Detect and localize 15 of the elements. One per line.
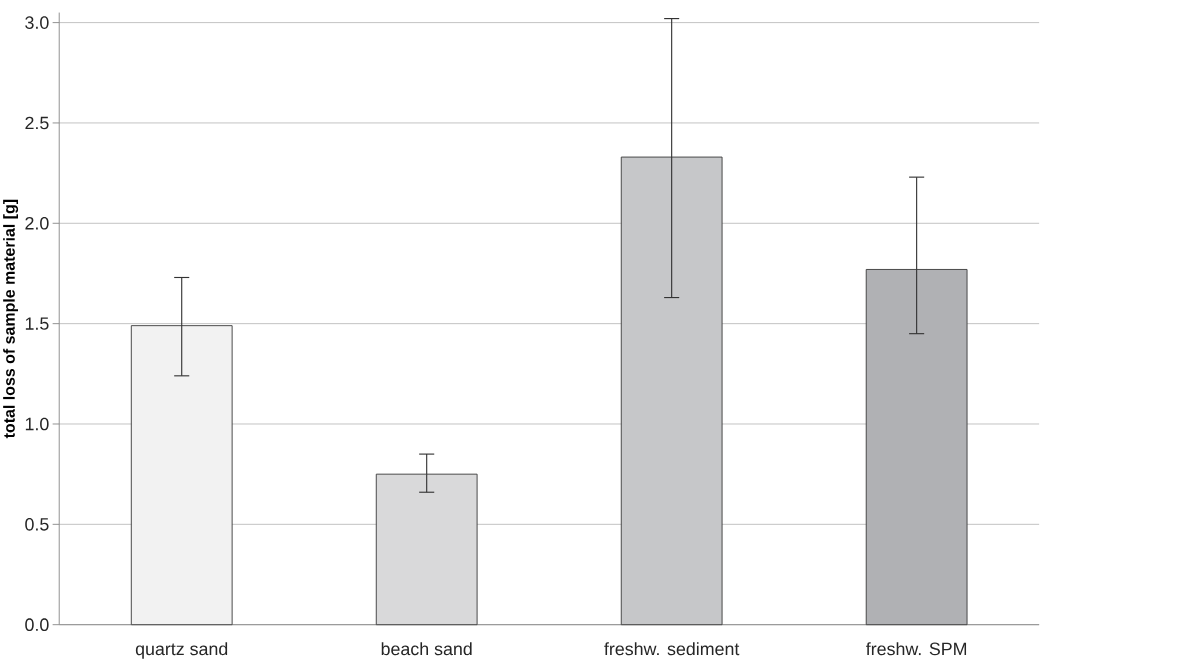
x-tick-label: freshw. SPM	[866, 642, 967, 656]
y-tick-label: 0.0	[25, 618, 49, 632]
y-axis-title: total loss of sample material [g]	[3, 199, 19, 439]
x-tick-label: quartz sand	[135, 642, 228, 659]
y-tick-label: 0.5	[25, 518, 49, 531]
y-tick-label: 2.0	[25, 217, 49, 230]
bar	[865, 269, 968, 626]
y-tick-label: 2.5	[25, 116, 49, 130]
y-tick-label: 1.5	[25, 317, 49, 330]
bar	[375, 473, 478, 626]
y-tick-label: 1.0	[25, 417, 49, 431]
bar	[130, 325, 233, 626]
x-tick-label: beach sand	[381, 642, 472, 656]
y-tick-label: 3.0	[25, 16, 49, 30]
x-tick-label: freshw. sediment	[604, 642, 740, 656]
